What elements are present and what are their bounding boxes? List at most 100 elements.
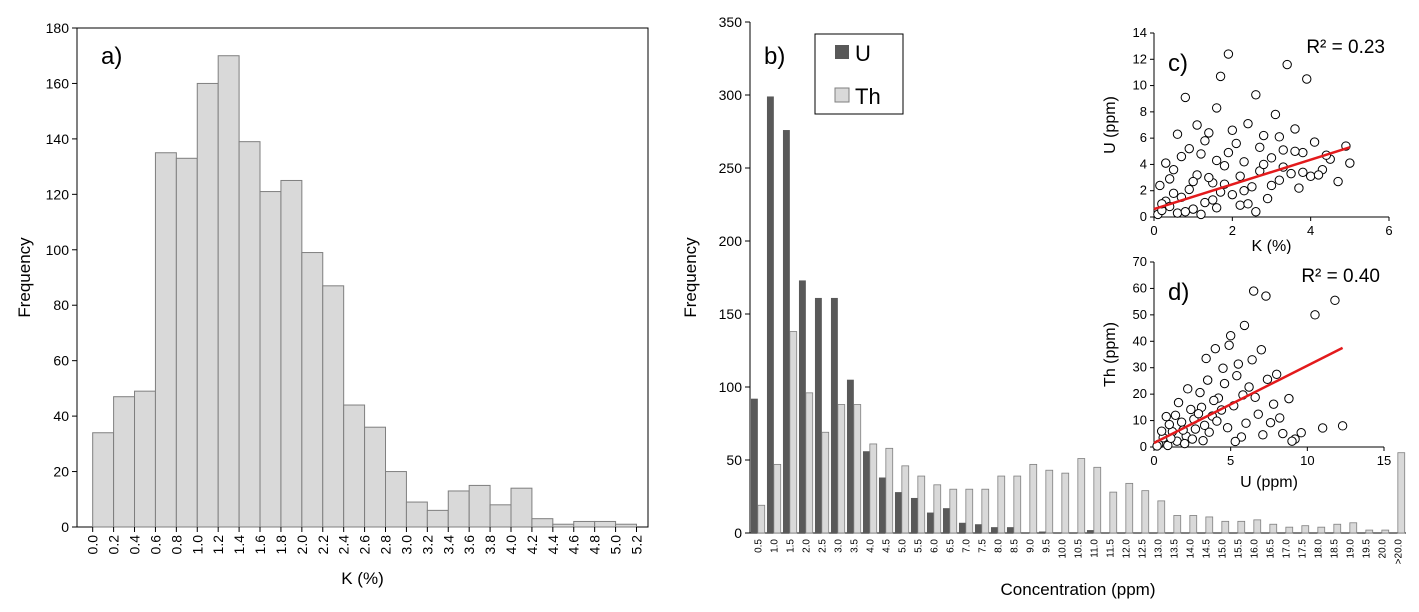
x-tick-label-b: 5.5 [914,539,925,553]
scatter-point-c [1219,161,1230,171]
x-tick-label-a: 3.6 [461,535,477,555]
scatter-point-c [1227,189,1238,200]
x-tick-label-b: 20.0 [1378,539,1389,559]
bar-a [364,426,387,528]
scatter-point-c [1247,182,1257,192]
scatter-point-d [1209,395,1219,406]
x-tick-label-b: 0.5 [754,539,765,553]
scatter-point-d [1284,393,1294,404]
scatter-point-c [1196,209,1206,220]
bar-b-th [885,447,894,534]
x-tick-label-b: 9.0 [1026,539,1037,553]
scatter-point-c [1345,158,1355,168]
x-tick-label-b: 19.5 [1362,539,1373,559]
x-tick-label-a: 3.2 [419,535,435,555]
scatter-point-c [1211,103,1222,113]
x-tick-label-a: 1.0 [189,535,205,555]
x-tick-label-b: 10.0 [1058,539,1069,559]
y-tick-label-b: 200 [719,233,743,249]
scatter-point-c [1270,109,1281,120]
scatter-point-c [1290,146,1300,156]
x-tick-label-a: 2.2 [315,535,331,555]
x-tick-label-b: 10.5 [1074,539,1085,559]
panel-label-c: c) [1168,50,1188,77]
y-tick-label-a: 160 [46,75,70,91]
x-tick-label-b: 17.5 [1298,539,1309,559]
bar-b-u [750,398,758,533]
x-tick-label-a: 0.2 [106,535,122,555]
bar-b-u [766,96,774,534]
bar-a [280,179,303,528]
scatter-point-c [1204,128,1214,138]
bar-a [385,471,407,528]
x-tick-label-b: 12.0 [1122,539,1133,559]
x-tick-label-b: 14.0 [1186,539,1197,559]
scatter-point-d [1287,436,1297,446]
bar-b-u [990,527,998,533]
scatter-point-d [1330,295,1340,306]
scatter-point-d [1193,409,1204,419]
bar-a [175,157,198,528]
scatter-point-d [1195,387,1205,398]
x-tick-label-b: 2.5 [818,539,829,553]
scatter-point-d [1201,353,1211,364]
bar-b-th [1029,463,1038,534]
x-tick-label-a: 2.6 [357,535,373,555]
bar-b-th [1333,523,1342,534]
y-tick-label-d: 50 [1133,307,1147,322]
y-tick-label-a: 140 [46,131,70,147]
scatter-point-d [1224,340,1234,350]
scatter-point-d [1204,427,1214,437]
bar-b-th [1141,490,1150,534]
r2-label-c: R² = 0.23 [1306,37,1385,58]
x-tick-label-a: 1.6 [252,535,268,555]
y-tick-label-c: 2 [1140,183,1147,198]
x-tick-label-b: 13.5 [1170,539,1181,559]
scatter-point-d [1186,404,1196,415]
bar-b-th [1301,525,1310,534]
scatter-point-c [1200,136,1210,146]
scatter-point-c [1302,74,1312,84]
bar-b-th [1045,469,1054,534]
legend-label-th: Th [855,84,881,109]
x-tick-label-b: 15.0 [1218,539,1229,559]
scatter-point-c [1251,90,1261,100]
x-tick-label-c: 4 [1307,223,1314,238]
bar-b-th [1317,526,1326,534]
y-tick-label-a: 20 [53,464,69,480]
bar-b-th [805,392,814,534]
trendline-d [1153,346,1344,445]
scatter-point-c [1172,208,1183,218]
bar-a [405,501,428,528]
scatter-point-d [1275,413,1285,423]
scatter-point-c [1184,184,1194,195]
scatter-point-d [1187,434,1198,444]
scatter-point-c [1180,92,1191,103]
bar-b-u [798,280,806,533]
scatter-point-c [1164,174,1175,184]
scatter-point-d [1317,423,1328,433]
scatter-point-d [1176,417,1187,427]
scatter-point-d [1310,310,1320,320]
x-tick-label-a: 3.8 [482,535,498,555]
bar-b-u [958,522,966,533]
bar-b-th [1365,529,1374,534]
scatter-point-c [1196,149,1206,159]
bar-a [134,390,156,528]
scatter-point-c [1258,159,1269,170]
scatter-point-d [1202,375,1213,385]
bar-a [489,504,512,528]
scatter-point-c [1333,176,1343,187]
legend-box-b [814,33,904,115]
scatter-point-d [1225,331,1236,341]
bar-b-th [1237,520,1246,534]
bar-b-th [1093,466,1102,534]
scatter-point-c [1231,138,1241,149]
scatter-point-d [1210,343,1221,354]
scatter-point-c [1211,203,1222,213]
bar-a [217,55,240,528]
bar-a [510,487,533,528]
scatter-point-c [1168,164,1179,175]
bar-b-th [981,488,990,534]
x-tick-label-b: 11.0 [1090,539,1101,558]
